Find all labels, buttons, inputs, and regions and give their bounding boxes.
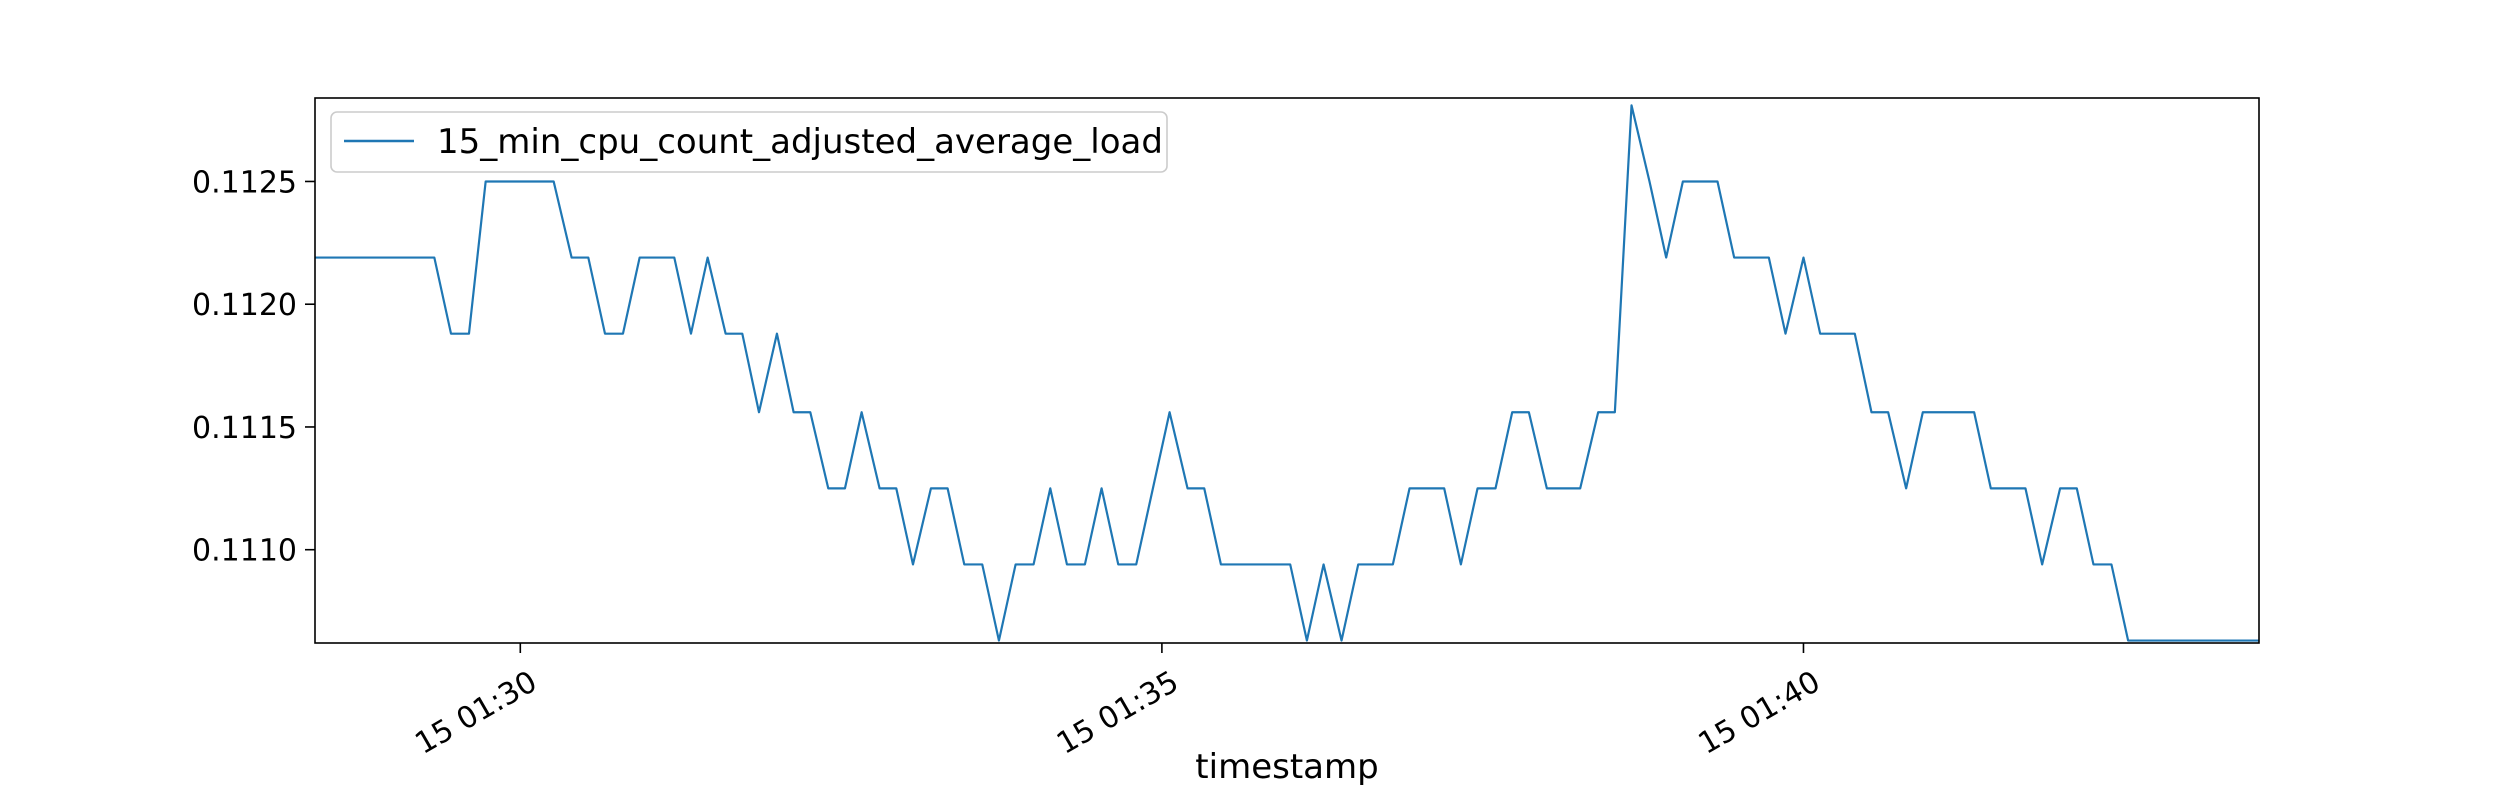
legend-label: 15_min_cpu_count_adjusted_average_load (437, 122, 1163, 162)
y-tick-label: 0.1125 (192, 165, 297, 200)
x-tick-label: 15 01:40 (1693, 664, 1827, 761)
x-tick-label: 15 01:35 (1051, 664, 1185, 761)
x-axis: 15 01:30 15 01:35 15 01:40 (409, 643, 1826, 762)
plot-background (315, 98, 2259, 643)
y-tick-label: 0.1120 (192, 288, 297, 323)
y-tick-label: 0.1110 (192, 534, 297, 569)
y-axis: 0.1110 0.1115 0.1120 0.1125 (192, 165, 315, 569)
plot-frame (314, 97, 2260, 644)
x-tick-label: 15 01:30 (409, 664, 543, 761)
series-layer (315, 104, 2259, 642)
legend-box (330, 111, 1168, 173)
x-axis-title: timestamp (1195, 747, 1378, 787)
legend: 15_min_cpu_count_adjusted_average_load (330, 111, 1168, 173)
y-tick-label: 0.1115 (192, 411, 297, 446)
series-line-0 (315, 104, 2259, 642)
